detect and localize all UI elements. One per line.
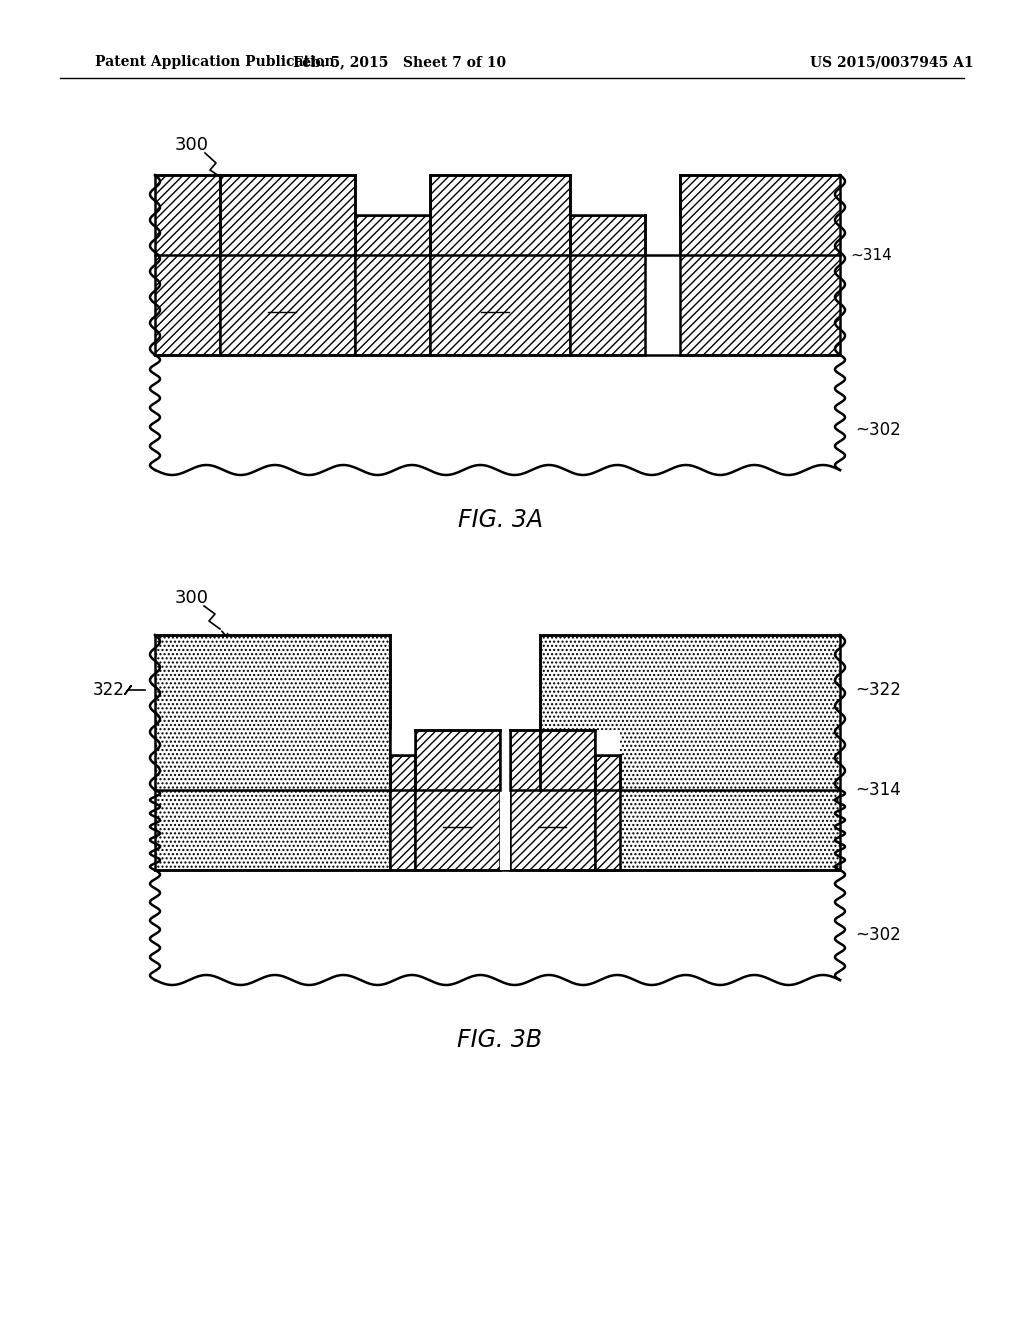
Text: ~322: ~322 <box>855 681 901 700</box>
Text: Patent Application Publication: Patent Application Publication <box>95 55 335 69</box>
Text: 310~: 310~ <box>343 833 385 847</box>
Text: ~302: ~302 <box>855 927 901 944</box>
Bar <box>155 870 840 979</box>
Text: 300: 300 <box>175 136 209 154</box>
Bar <box>595 755 620 870</box>
Text: Feb. 5, 2015   Sheet 7 of 10: Feb. 5, 2015 Sheet 7 of 10 <box>294 55 507 69</box>
Text: 306: 306 <box>266 296 298 314</box>
Bar <box>540 635 840 870</box>
Text: US 2015/0037945 A1: US 2015/0037945 A1 <box>810 55 974 69</box>
Bar <box>155 176 220 355</box>
Bar <box>155 355 840 470</box>
Bar <box>155 635 390 870</box>
Bar <box>680 176 840 355</box>
Bar <box>570 215 645 355</box>
Bar <box>430 176 570 355</box>
Text: 300: 300 <box>175 589 209 607</box>
Text: ~302: ~302 <box>855 421 901 440</box>
Text: ~314: ~314 <box>850 248 892 263</box>
Bar <box>595 730 620 755</box>
Text: ~310: ~310 <box>360 263 401 277</box>
Text: ~310: ~310 <box>575 263 616 277</box>
Text: ~314: ~314 <box>855 781 901 799</box>
Text: 306: 306 <box>479 296 511 314</box>
Text: 322: 322 <box>93 681 125 700</box>
Bar <box>355 176 430 215</box>
Bar <box>390 755 415 870</box>
Bar <box>415 730 500 870</box>
Bar <box>500 730 510 870</box>
Bar <box>390 730 415 755</box>
Bar <box>220 176 355 355</box>
Bar <box>155 789 840 870</box>
Bar <box>390 635 540 789</box>
Text: FIG. 3A: FIG. 3A <box>458 508 543 532</box>
Text: FIG. 3B: FIG. 3B <box>458 1028 543 1052</box>
Bar <box>355 215 430 355</box>
Text: 306: 306 <box>441 810 473 829</box>
Bar <box>510 730 595 870</box>
Bar <box>570 176 645 215</box>
Text: ~310: ~310 <box>625 833 667 847</box>
Text: 306: 306 <box>537 810 568 829</box>
Bar <box>155 255 840 355</box>
